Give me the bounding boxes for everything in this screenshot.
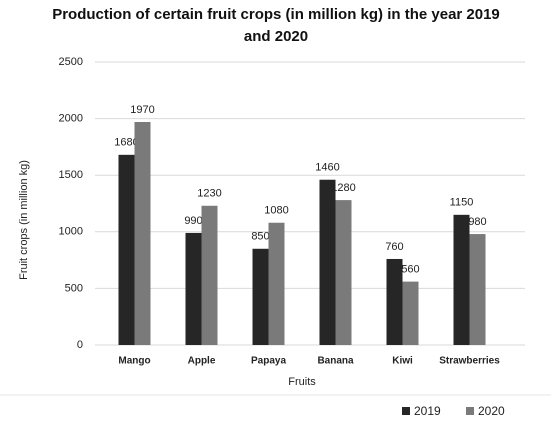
value-label: 1230 (197, 188, 221, 200)
bar (453, 214, 470, 345)
value-label: 980 (468, 216, 486, 228)
bar (469, 234, 486, 345)
legend-swatch (466, 407, 474, 415)
value-label: 1150 (450, 197, 474, 209)
bar (386, 258, 403, 345)
value-label: 560 (401, 264, 419, 276)
bar (252, 248, 269, 345)
x-tick-label: Banana (317, 356, 354, 367)
chart-title: Production of certain fruit crops (in mi… (52, 6, 500, 45)
legend-swatch (402, 407, 410, 415)
y-tick-label: 500 (65, 282, 83, 294)
x-tick-label: Strawberries (439, 356, 500, 367)
value-label: 760 (385, 241, 403, 253)
x-tick-label: Mango (118, 356, 150, 367)
y-tick-label: 1500 (59, 169, 83, 181)
y-tick-label: 2000 (59, 113, 83, 125)
bar (201, 205, 218, 345)
bar (402, 281, 419, 345)
legend-label: 2019 (414, 404, 441, 418)
y-axis-label: Fruit crops (in million kg) (18, 160, 30, 280)
bar (319, 179, 336, 345)
x-axis-label: Fruits (288, 376, 316, 388)
value-label: 1460 (315, 162, 339, 174)
y-tick-label: 1000 (59, 226, 83, 238)
bar (185, 232, 202, 345)
x-tick-label: Apple (188, 356, 216, 367)
value-label: 1080 (264, 205, 288, 217)
bar (118, 154, 135, 345)
y-tick-label: 0 (77, 339, 83, 351)
y-tick-label: 2500 (59, 56, 83, 68)
bar (335, 200, 352, 345)
value-label: 990 (184, 215, 202, 227)
value-label: 1280 (331, 182, 355, 194)
value-label: 1970 (130, 104, 154, 116)
value-label: 1680 (114, 137, 138, 149)
bar (268, 222, 285, 345)
legend-label: 2020 (478, 404, 505, 418)
bar (134, 121, 151, 345)
x-tick-label: Kiwi (392, 356, 413, 367)
x-tick-label: Papaya (251, 356, 286, 367)
value-label: 850 (251, 231, 269, 243)
